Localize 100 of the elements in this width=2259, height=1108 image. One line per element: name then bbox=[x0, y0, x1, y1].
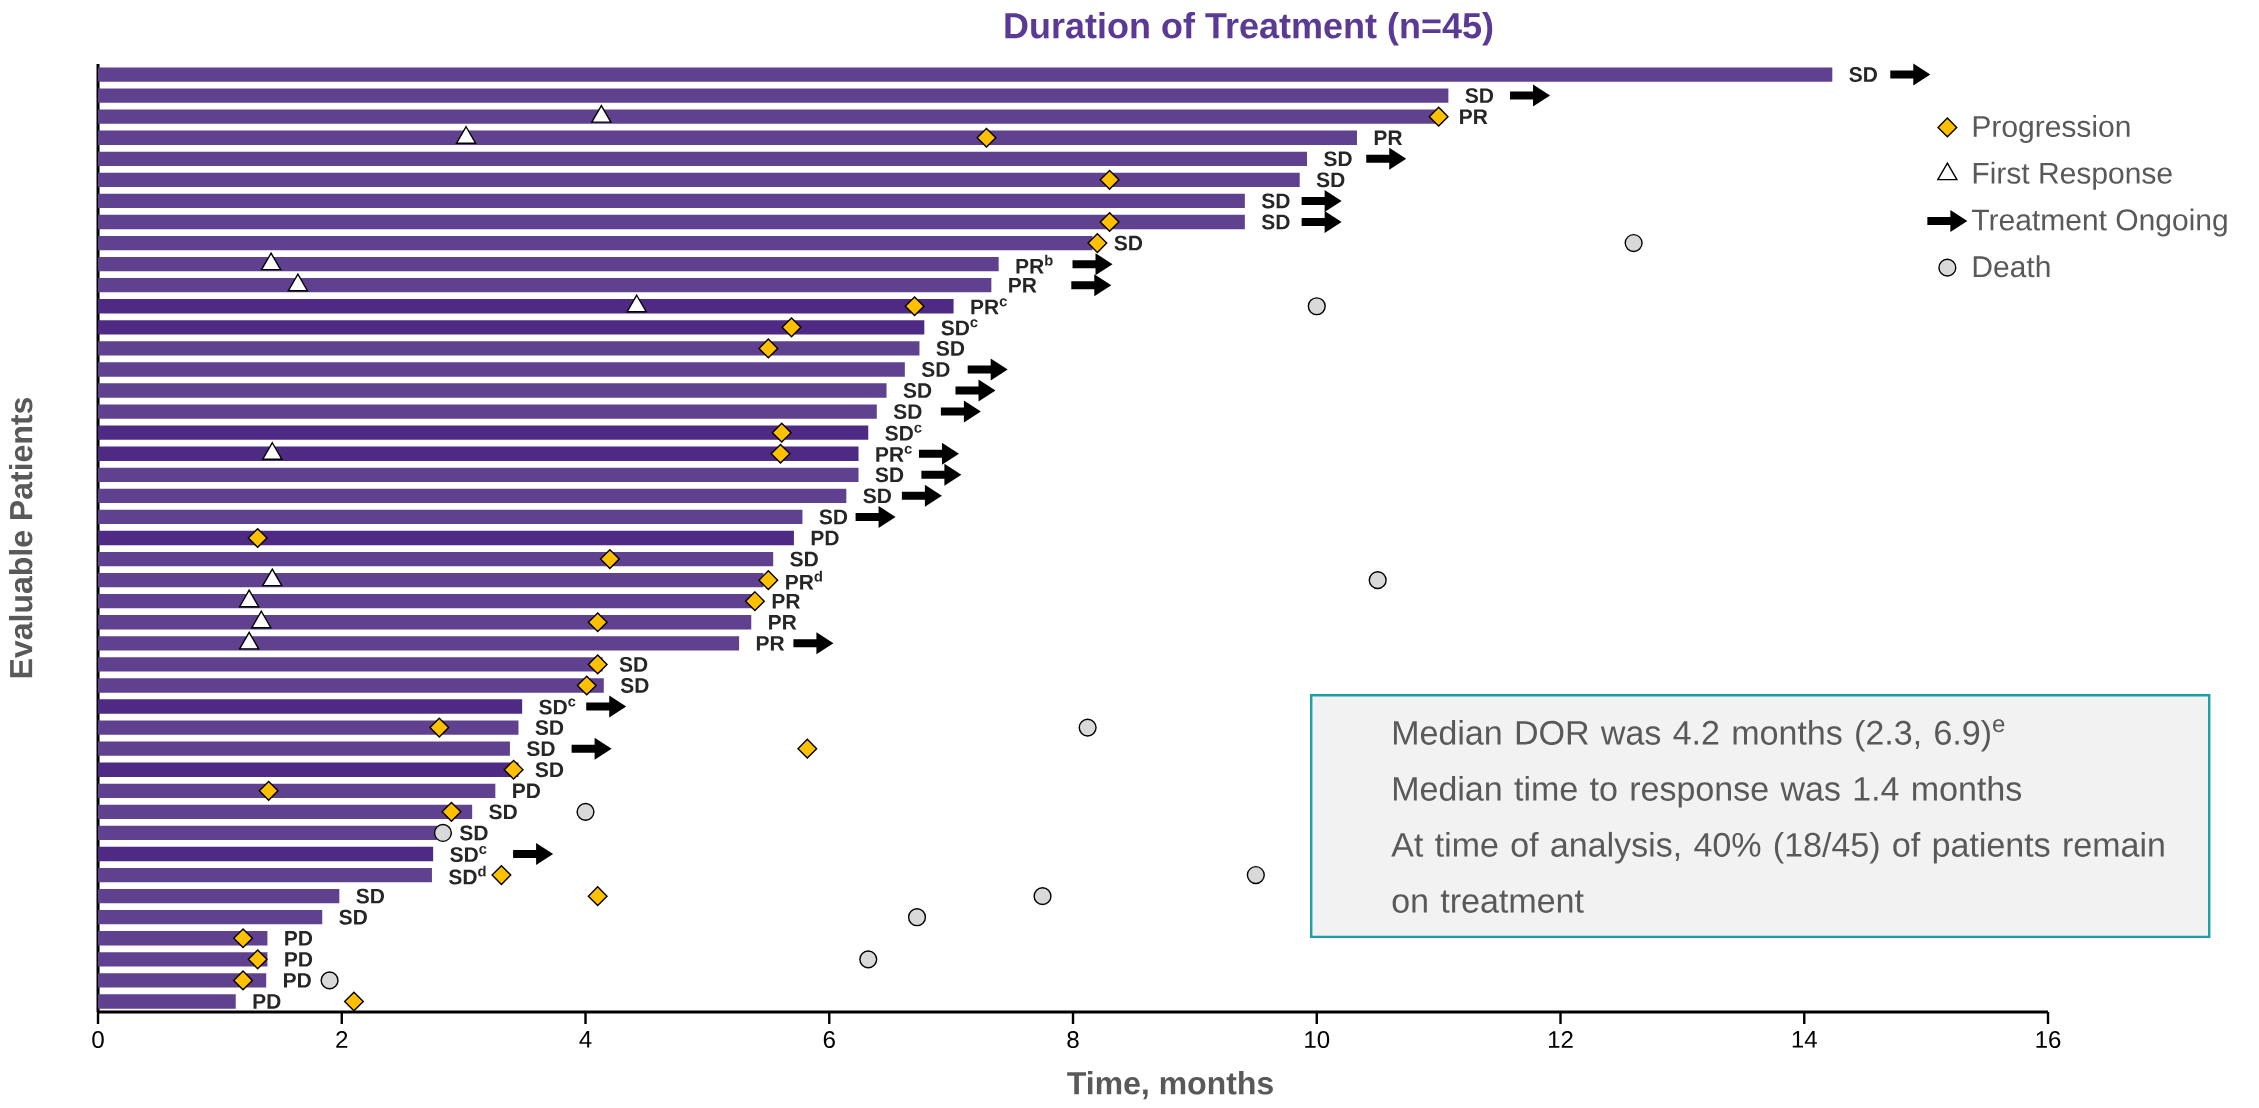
data-label: PD bbox=[284, 973, 311, 988]
bar bbox=[98, 383, 887, 398]
point bbox=[758, 338, 779, 359]
bar bbox=[98, 846, 434, 862]
data-label: SD bbox=[1849, 67, 1877, 82]
bar bbox=[98, 446, 859, 461]
point bbox=[433, 823, 453, 843]
point bbox=[587, 886, 608, 907]
point bbox=[233, 928, 254, 949]
data-label: PD bbox=[285, 952, 313, 967]
data-label: SD$^{c}$ bbox=[539, 698, 576, 715]
point bbox=[343, 991, 364, 1012]
point bbox=[1624, 233, 1643, 253]
data-label: SD bbox=[819, 509, 848, 525]
data-label: SD bbox=[936, 340, 965, 356]
x-axis-title: Time, months bbox=[1067, 1071, 1273, 1100]
data-label: SD$^{c}$ bbox=[941, 319, 978, 336]
point bbox=[797, 738, 818, 759]
bar bbox=[98, 299, 954, 314]
data-label: PR$^{c}$ bbox=[876, 445, 912, 462]
bar bbox=[98, 910, 323, 925]
bar bbox=[98, 636, 740, 651]
data-label: SD$^{c}$ bbox=[450, 845, 487, 863]
point bbox=[1307, 297, 1326, 316]
bar bbox=[98, 762, 519, 777]
data-label: SD bbox=[535, 762, 564, 778]
bar bbox=[98, 235, 1093, 251]
y-axis-title: Evaluable Patients bbox=[8, 397, 33, 678]
annotation: At time of analysis, 40% (18/45) of patients remain on treatment bbox=[1391, 831, 2164, 913]
point bbox=[744, 591, 765, 612]
chart-title: Duration of Treatment (n=45) bbox=[1005, 12, 1493, 46]
bar bbox=[98, 678, 604, 693]
data-label: PR bbox=[1009, 278, 1037, 293]
point bbox=[1087, 233, 1108, 254]
x-tick-label: 0 bbox=[92, 1031, 104, 1049]
bar bbox=[98, 151, 1308, 166]
point bbox=[1428, 106, 1449, 127]
bar bbox=[98, 256, 999, 272]
legend-label: First Response bbox=[1973, 161, 2172, 190]
bar bbox=[98, 130, 1357, 145]
point bbox=[1368, 571, 1387, 590]
x-tick-label: 16 bbox=[2036, 1031, 2061, 1049]
bar bbox=[98, 172, 1300, 188]
point bbox=[503, 759, 524, 780]
data-label: SD bbox=[863, 488, 892, 504]
data-label: SD$^{c}$ bbox=[885, 424, 922, 441]
legend-label: Death bbox=[1973, 255, 2050, 278]
point bbox=[247, 527, 268, 549]
bar bbox=[98, 320, 925, 335]
point bbox=[1033, 887, 1052, 906]
point bbox=[599, 549, 620, 570]
point bbox=[1246, 865, 1265, 885]
annotation: Median DOR was 4.2 months (2.3, 6.9)$^{e}$ bbox=[1394, 719, 2005, 752]
data-label: SD bbox=[619, 656, 648, 672]
point bbox=[233, 970, 254, 991]
point bbox=[320, 971, 339, 990]
data-label: SD bbox=[459, 825, 488, 841]
annotation: Median time to response was 1.4 months bbox=[1394, 775, 2022, 808]
point bbox=[976, 127, 997, 148]
bar bbox=[98, 467, 859, 482]
bar bbox=[98, 88, 1449, 103]
data-label: PR$^{c}$ bbox=[971, 298, 1007, 315]
bar bbox=[98, 193, 1245, 209]
x-tick-label: 10 bbox=[1305, 1031, 1330, 1049]
bar bbox=[98, 594, 753, 609]
data-label: SD bbox=[1261, 214, 1290, 230]
bar bbox=[98, 572, 764, 588]
data-label: PR bbox=[1374, 130, 1403, 145]
data-label: PD bbox=[811, 530, 839, 546]
data-label: SD bbox=[339, 909, 367, 925]
point bbox=[859, 950, 878, 969]
bar bbox=[98, 699, 523, 714]
point bbox=[904, 296, 925, 317]
data-label: SD bbox=[356, 888, 385, 904]
point bbox=[907, 908, 927, 927]
data-label: SD bbox=[526, 741, 555, 757]
bar bbox=[98, 720, 519, 735]
data-label: PR bbox=[1460, 109, 1488, 124]
point bbox=[429, 717, 450, 738]
point bbox=[1099, 169, 1120, 190]
data-label: SD bbox=[535, 720, 564, 736]
bar bbox=[98, 404, 877, 419]
bar bbox=[98, 615, 752, 630]
data-label: PD bbox=[285, 931, 313, 946]
point bbox=[576, 802, 595, 821]
bar bbox=[98, 973, 267, 988]
point bbox=[576, 675, 597, 696]
bar bbox=[98, 509, 803, 525]
point bbox=[771, 422, 792, 443]
bar bbox=[98, 278, 992, 293]
data-label: SD bbox=[489, 804, 517, 820]
bar bbox=[98, 867, 432, 883]
data-label: SD bbox=[1465, 88, 1494, 104]
data-label: SD bbox=[1324, 151, 1352, 167]
bar bbox=[98, 530, 794, 546]
x-tick-label: 4 bbox=[579, 1031, 592, 1048]
legend-label: Progression bbox=[1973, 115, 2130, 144]
x-tick-label: 14 bbox=[1792, 1031, 1817, 1048]
point bbox=[781, 317, 802, 338]
bar bbox=[98, 825, 437, 841]
